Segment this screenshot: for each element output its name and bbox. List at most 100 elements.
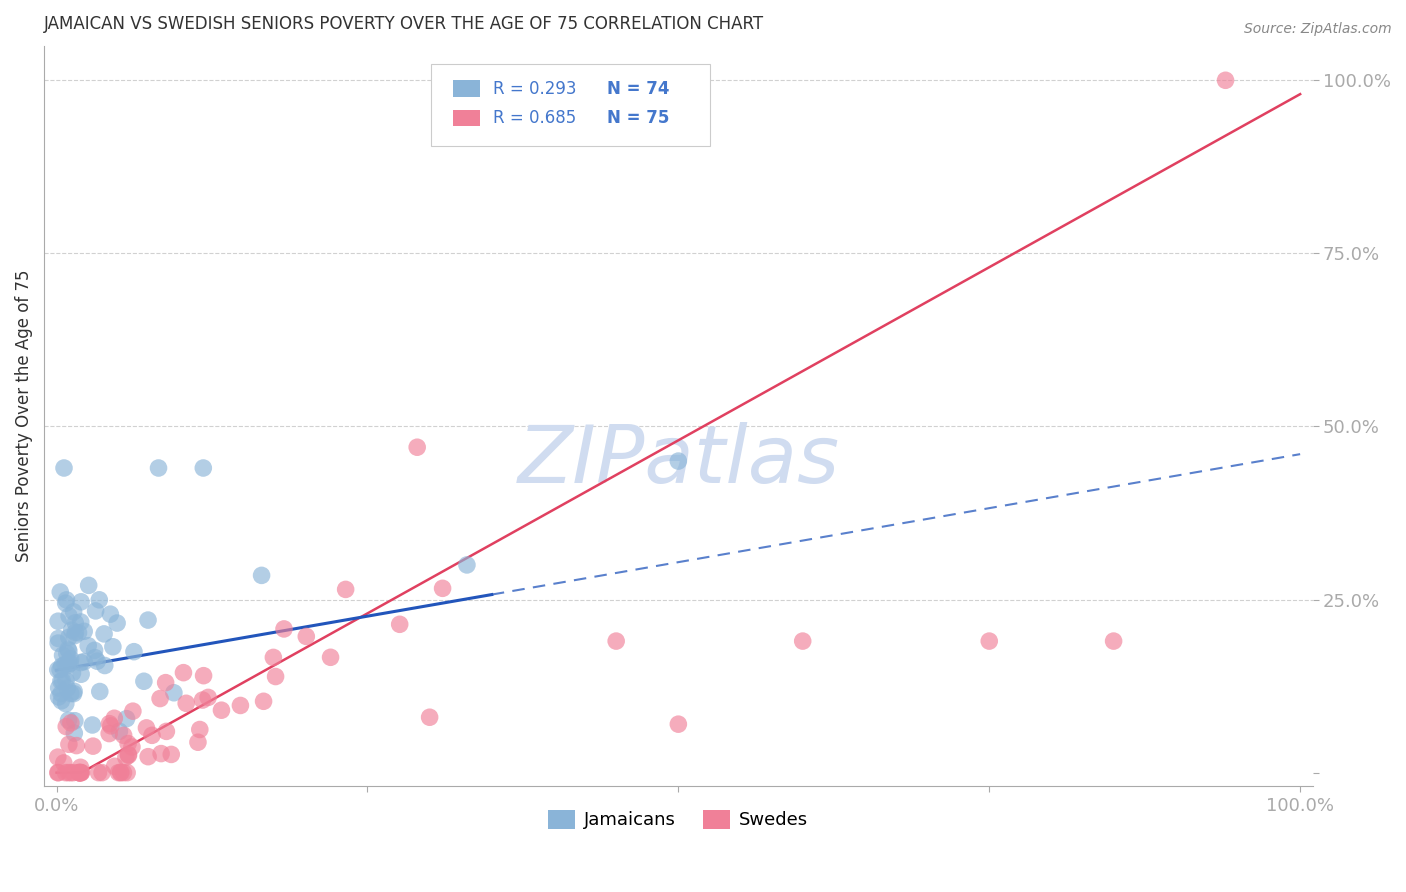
Point <box>73 624 96 639</box>
Point <box>104 759 127 773</box>
Point <box>59 652 82 666</box>
Point <box>77 639 100 653</box>
Point <box>295 630 318 644</box>
Point <box>87 765 110 780</box>
Point <box>51 694 73 708</box>
Point <box>55 720 77 734</box>
Point <box>84 650 107 665</box>
Point <box>59 765 82 780</box>
Point <box>406 440 429 454</box>
Text: R = 0.685: R = 0.685 <box>494 109 576 128</box>
Point <box>58 631 80 645</box>
Point <box>69 760 91 774</box>
Point <box>63 726 86 740</box>
Point <box>792 634 814 648</box>
Point <box>69 615 91 629</box>
Point <box>100 719 122 733</box>
Point <box>73 655 96 669</box>
Point <box>101 640 124 654</box>
Point <box>58 765 80 780</box>
Point <box>59 686 82 700</box>
Point <box>69 656 91 670</box>
Point <box>191 693 214 707</box>
Point <box>46 765 69 780</box>
Point <box>264 669 287 683</box>
Text: Source: ZipAtlas.com: Source: ZipAtlas.com <box>1244 22 1392 37</box>
Point <box>91 765 114 780</box>
Point <box>55 596 77 610</box>
Point <box>51 673 73 688</box>
Point <box>174 696 197 710</box>
Point <box>58 609 80 624</box>
Point <box>117 737 139 751</box>
Point <box>252 694 274 708</box>
Point <box>53 461 76 475</box>
Point <box>122 704 145 718</box>
Point <box>605 634 627 648</box>
Point <box>62 665 84 680</box>
Point <box>67 765 90 780</box>
Point <box>62 765 84 780</box>
Point <box>46 614 69 628</box>
Point <box>98 607 121 622</box>
Point <box>63 684 86 698</box>
Point <box>98 726 121 740</box>
Point <box>70 765 93 780</box>
Point <box>335 582 357 597</box>
Point <box>70 667 93 681</box>
Point <box>432 582 454 596</box>
Point <box>98 716 121 731</box>
Point <box>107 765 129 780</box>
Point <box>155 675 177 690</box>
Point <box>155 724 177 739</box>
Point <box>56 681 79 696</box>
Point <box>110 765 132 780</box>
Point <box>132 674 155 689</box>
Point <box>456 558 478 572</box>
Point <box>82 739 104 753</box>
Text: R = 0.293: R = 0.293 <box>494 79 576 97</box>
Point <box>65 739 87 753</box>
Point <box>46 663 69 677</box>
Point <box>197 690 219 705</box>
Point <box>56 647 79 661</box>
Point <box>69 765 91 780</box>
Point <box>51 659 73 673</box>
Point <box>141 728 163 742</box>
Point <box>63 629 86 643</box>
Point <box>52 756 75 770</box>
Text: JAMAICAN VS SWEDISH SENIORS POVERTY OVER THE AGE OF 75 CORRELATION CHART: JAMAICAN VS SWEDISH SENIORS POVERTY OVER… <box>44 15 765 33</box>
Point <box>46 750 69 764</box>
Point <box>55 673 77 688</box>
Point <box>193 668 215 682</box>
Point <box>115 765 138 780</box>
Point <box>83 643 105 657</box>
Y-axis label: Seniors Poverty Over the Age of 75: Seniors Poverty Over the Age of 75 <box>15 269 32 562</box>
Point <box>172 665 194 680</box>
Point <box>63 714 86 728</box>
Point <box>51 648 73 663</box>
Point <box>86 654 108 668</box>
Point <box>273 622 295 636</box>
Point <box>136 749 159 764</box>
Point <box>65 615 87 630</box>
Point <box>70 595 93 609</box>
Point <box>979 634 1001 648</box>
Point <box>1215 73 1237 87</box>
Point <box>67 765 90 780</box>
Point <box>67 625 90 640</box>
Point <box>70 765 93 780</box>
Point <box>48 690 70 704</box>
Point <box>149 691 172 706</box>
Point <box>48 632 70 646</box>
Point <box>49 585 72 599</box>
Point <box>53 657 76 672</box>
Point <box>56 658 79 673</box>
FancyBboxPatch shape <box>432 64 710 145</box>
Point <box>55 697 77 711</box>
Point <box>56 642 79 657</box>
Point <box>1102 634 1125 648</box>
Point <box>105 615 128 630</box>
Point <box>89 592 111 607</box>
Point <box>150 747 173 761</box>
